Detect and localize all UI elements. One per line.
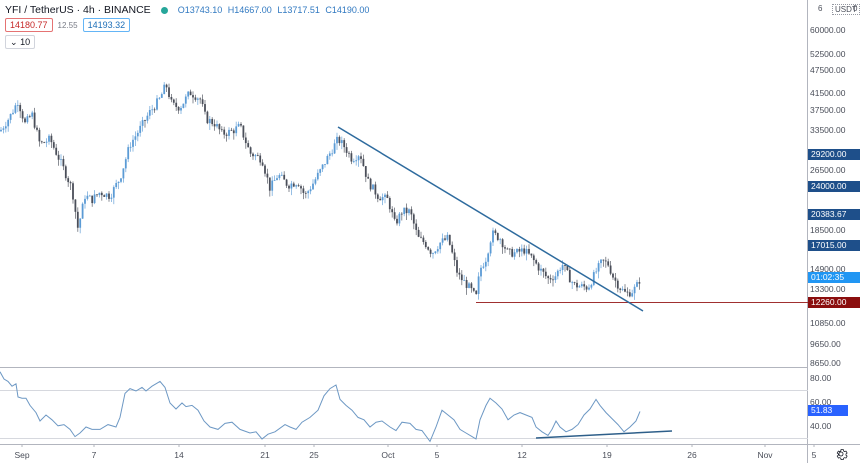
spread-value: 12.55 xyxy=(57,20,78,30)
price-tick-label: 14900.00 xyxy=(810,264,846,274)
currency-button[interactable]: USDT xyxy=(832,4,860,15)
price-tick-label: 18500.00 xyxy=(810,225,846,235)
close-value: C14190.00 xyxy=(325,5,370,15)
time-tick-label: Sep xyxy=(14,450,30,460)
time-tick-label: Nov xyxy=(757,450,773,460)
time-tick-label: 25 xyxy=(309,450,319,460)
rsi-current-tag: 51.83 xyxy=(808,405,848,416)
price-tag: 20383.67 xyxy=(808,209,860,220)
descending-trendline[interactable] xyxy=(337,126,644,312)
time-tick-label: 19 xyxy=(602,450,612,460)
price-tick-label: 47500.00 xyxy=(810,65,846,75)
time-tick-label: 5 xyxy=(434,450,440,460)
buy-button[interactable]: 14193.32 xyxy=(82,18,131,32)
time-tick-label: 5 xyxy=(811,450,817,460)
price-tick-label: 52500.00 xyxy=(810,49,846,59)
price-tick-label: 8650.00 xyxy=(810,358,841,368)
rsi-divergence-trendline[interactable] xyxy=(535,430,673,439)
rsi-line xyxy=(0,371,641,443)
price-tick-label: 33500.00 xyxy=(810,125,846,135)
indicator-count: 10 xyxy=(20,37,31,47)
market-status-dot-icon xyxy=(160,6,168,14)
price-tag: 24000.00 xyxy=(808,181,860,192)
price-tick-label: 9650.00 xyxy=(810,339,841,349)
price-tick-label: 37500.00 xyxy=(810,105,846,115)
price-tick-label: 41500.00 xyxy=(810,88,846,98)
symbol-legend: YFI / TetherUS · 4h · BINANCE O13743.10 … xyxy=(5,4,372,16)
time-tick-label: 12 xyxy=(517,450,527,460)
price-tick-label: 13300.00 xyxy=(810,284,846,294)
ohlc-values: O13743.10 H14667.00 L13717.51 C14190.00 xyxy=(178,5,373,15)
time-tick-label: 21 xyxy=(260,450,270,460)
price-tick-label: 60000.00 xyxy=(810,25,846,35)
time-tick-label: Oct xyxy=(381,450,395,460)
price-tag: 29200.00 xyxy=(808,149,860,160)
price-tag: 12260.00 xyxy=(808,297,860,308)
price-tick-label: 10850.00 xyxy=(810,318,846,328)
indicators-toggle-button[interactable]: ⌄ 10 xyxy=(5,35,36,49)
axis-top-prefix: 6 xyxy=(818,4,823,13)
high-value: H14667.00 xyxy=(227,5,272,15)
symbol-title[interactable]: YFI / TetherUS · 4h · BINANCE xyxy=(5,4,151,16)
rsi-tick-label: 40.00 xyxy=(810,421,832,431)
price-tag: 01:02:35 xyxy=(808,272,860,283)
open-value: O13743.10 xyxy=(177,5,223,15)
sell-button[interactable]: 14180.77 xyxy=(5,18,53,32)
time-tick-label: 14 xyxy=(174,450,184,460)
candlestick-series xyxy=(0,82,641,300)
rsi-tick-label: 80.00 xyxy=(810,373,832,383)
price-tag: 17015.00 xyxy=(808,240,860,251)
chevron-down-icon: ⌄ xyxy=(10,37,18,47)
low-value: L13717.51 xyxy=(277,5,320,15)
price-tick-label: 26500.00 xyxy=(810,165,846,175)
time-tick-label: 7 xyxy=(91,450,97,460)
bid-ask-row: 14180.77 12.55 14193.32 xyxy=(5,18,131,32)
gear-icon[interactable] xyxy=(834,447,848,461)
rsi-tick-label: 60.00 xyxy=(810,397,832,407)
time-tick-label: 26 xyxy=(687,450,697,460)
axis-top-suffix: 0 xyxy=(853,4,858,13)
